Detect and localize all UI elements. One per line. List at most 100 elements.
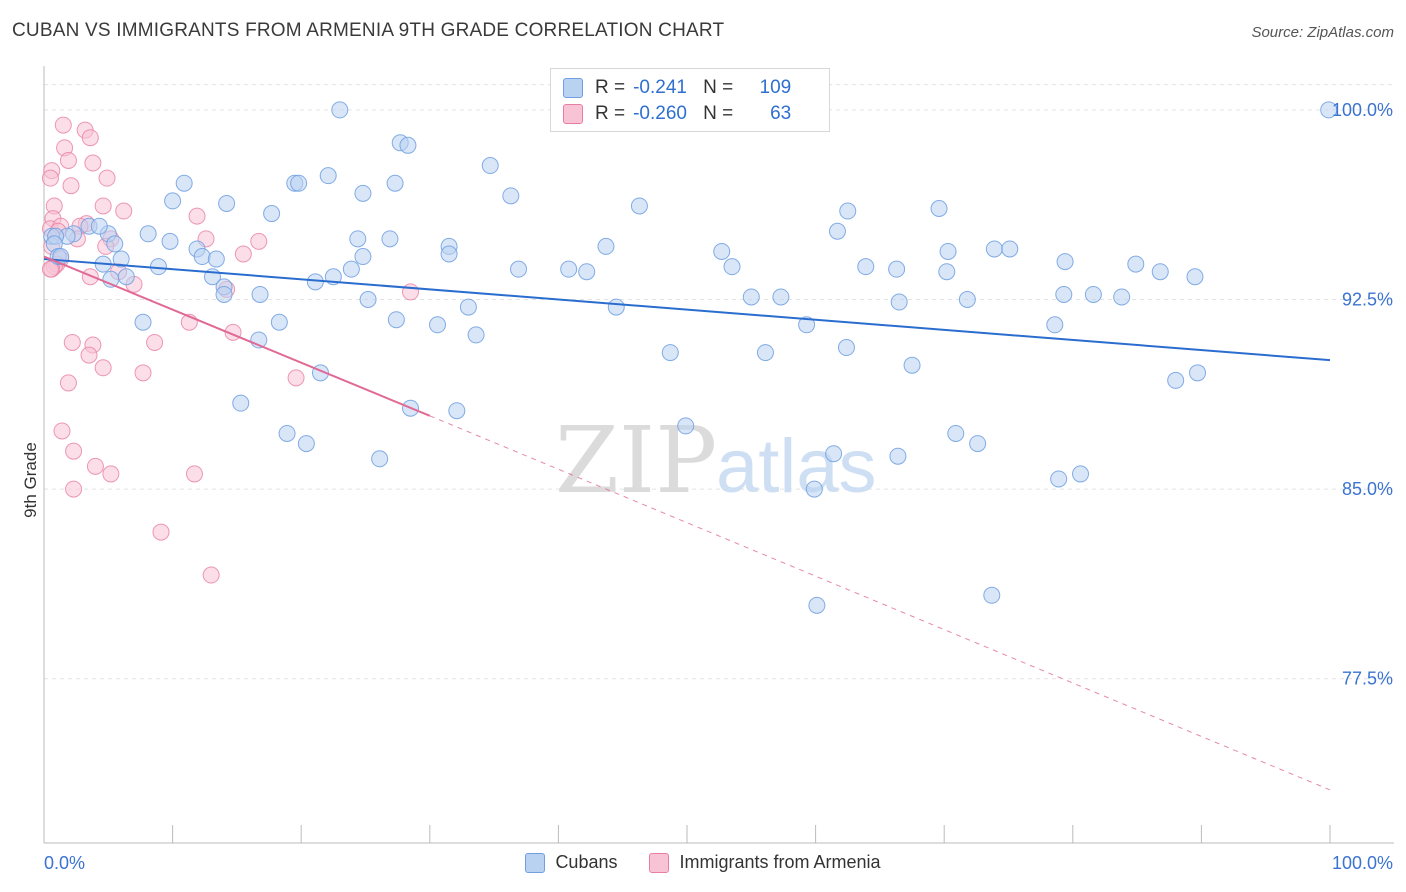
cubans-point bbox=[837, 339, 855, 357]
armenia-point bbox=[86, 457, 104, 475]
cubans-point bbox=[349, 230, 367, 248]
cubans-point bbox=[630, 197, 648, 215]
armenia-point bbox=[65, 442, 83, 460]
cubans-point bbox=[1320, 101, 1338, 119]
cubans-point bbox=[677, 417, 695, 435]
cubans-point bbox=[215, 285, 233, 303]
armenia-point bbox=[98, 169, 116, 187]
armenia-point bbox=[287, 369, 305, 387]
cubans-point bbox=[742, 288, 760, 306]
cubans-point bbox=[889, 447, 907, 465]
watermark: ZIP atlas bbox=[555, 407, 877, 514]
cubans-point bbox=[448, 402, 466, 420]
cubans-point bbox=[939, 242, 957, 260]
cubans-point bbox=[597, 237, 615, 255]
n-value-armenia: 63 bbox=[770, 103, 792, 124]
cubans-point bbox=[359, 291, 377, 309]
cubans-point bbox=[825, 445, 843, 463]
cubans-point bbox=[772, 288, 790, 306]
y-tick-label: 100.0% bbox=[1332, 100, 1393, 120]
cubans-point bbox=[903, 356, 921, 374]
axes bbox=[43, 66, 1394, 844]
cubans-point bbox=[958, 291, 976, 309]
n-value-cubans: 109 bbox=[759, 77, 792, 98]
tick-labels: 77.5% 85.0% 92.5% 100.0% 0.0% 100.0% bbox=[44, 100, 1393, 873]
cubans-point bbox=[1055, 285, 1073, 303]
cubans-point bbox=[290, 174, 308, 192]
armenia-point bbox=[234, 245, 252, 263]
trend-lines bbox=[43, 255, 1331, 791]
cubans-point bbox=[467, 326, 485, 344]
cubans-point bbox=[429, 316, 447, 334]
cubans-point bbox=[713, 242, 731, 260]
armenia-point bbox=[41, 169, 59, 187]
cubans-point bbox=[134, 313, 152, 331]
cubans-point bbox=[161, 232, 179, 250]
armenia-point bbox=[134, 364, 152, 382]
cubans-point bbox=[502, 187, 520, 205]
armenia-trend-line bbox=[43, 255, 431, 417]
stats-legend: R = -0.241 N = 109 R = -0.260 N = 63 bbox=[550, 68, 830, 132]
cubans-point bbox=[90, 217, 108, 235]
cubans-point bbox=[399, 136, 417, 154]
armenia-point bbox=[41, 260, 59, 278]
legend-swatch-armenia bbox=[649, 852, 670, 873]
armenia-point bbox=[402, 283, 420, 301]
cubans-point bbox=[1113, 288, 1131, 306]
armenia-point bbox=[81, 268, 99, 286]
cubans-point bbox=[888, 260, 906, 278]
x-tick-label-min: 0.0% bbox=[44, 853, 85, 873]
armenia-point bbox=[84, 154, 102, 172]
watermark-atlas: atlas bbox=[716, 424, 877, 509]
cubans-point bbox=[354, 248, 372, 266]
cubans-point bbox=[112, 250, 130, 268]
cubans-point bbox=[218, 194, 236, 212]
cubans-point bbox=[1046, 316, 1064, 334]
legend-item-armenia[interactable]: Immigrants from Armenia bbox=[649, 852, 881, 873]
cubans-point bbox=[297, 435, 315, 453]
armenia-swatch bbox=[563, 104, 583, 124]
legend-item-cubans[interactable]: Cubans bbox=[525, 852, 617, 873]
r-value-armenia: -0.260 bbox=[633, 103, 687, 124]
cubans-point bbox=[1056, 253, 1074, 271]
stats-row-armenia: R = -0.260 N = 63 bbox=[563, 101, 791, 127]
cubans-swatch bbox=[563, 78, 583, 98]
cubans-point bbox=[661, 344, 679, 362]
armenia-point bbox=[152, 523, 170, 541]
cubans-point bbox=[839, 202, 857, 220]
cubans-point bbox=[969, 435, 987, 453]
cubans-point bbox=[386, 174, 404, 192]
armenia-point bbox=[59, 374, 77, 392]
cubans-point bbox=[1186, 268, 1204, 286]
cubans-point bbox=[263, 205, 281, 223]
armenia-point bbox=[54, 116, 72, 134]
armenia-point bbox=[81, 129, 99, 147]
cubans-point bbox=[798, 316, 816, 334]
cubans-point bbox=[319, 167, 337, 185]
cubans-point bbox=[270, 313, 288, 331]
armenia-point bbox=[53, 422, 71, 440]
armenia-point bbox=[62, 177, 80, 195]
cubans-point bbox=[139, 225, 157, 243]
cubans-point bbox=[938, 263, 956, 281]
cubans-point bbox=[1127, 255, 1145, 273]
armenia-point bbox=[202, 566, 220, 584]
y-tick-label: 92.5% bbox=[1342, 290, 1393, 310]
cubans-point bbox=[1084, 285, 1102, 303]
cubans-trend-line bbox=[43, 258, 1331, 362]
cubans-point bbox=[342, 260, 360, 278]
cubans-point bbox=[387, 311, 405, 329]
armenia-point bbox=[80, 346, 98, 364]
source-label: Source: ZipAtlas.com bbox=[1251, 24, 1394, 41]
armenia-point bbox=[185, 465, 203, 483]
cubans-point bbox=[756, 344, 774, 362]
armenia-point bbox=[65, 480, 83, 498]
armenia-point bbox=[102, 465, 120, 483]
cubans-point bbox=[106, 235, 124, 253]
armenia-point bbox=[94, 197, 112, 215]
legend-swatch-cubans bbox=[525, 852, 546, 873]
armenia-point bbox=[188, 207, 206, 225]
series-cubans-points bbox=[43, 101, 1338, 614]
cubans-point bbox=[805, 480, 823, 498]
stats-row-cubans: R = -0.241 N = 109 bbox=[563, 75, 791, 101]
